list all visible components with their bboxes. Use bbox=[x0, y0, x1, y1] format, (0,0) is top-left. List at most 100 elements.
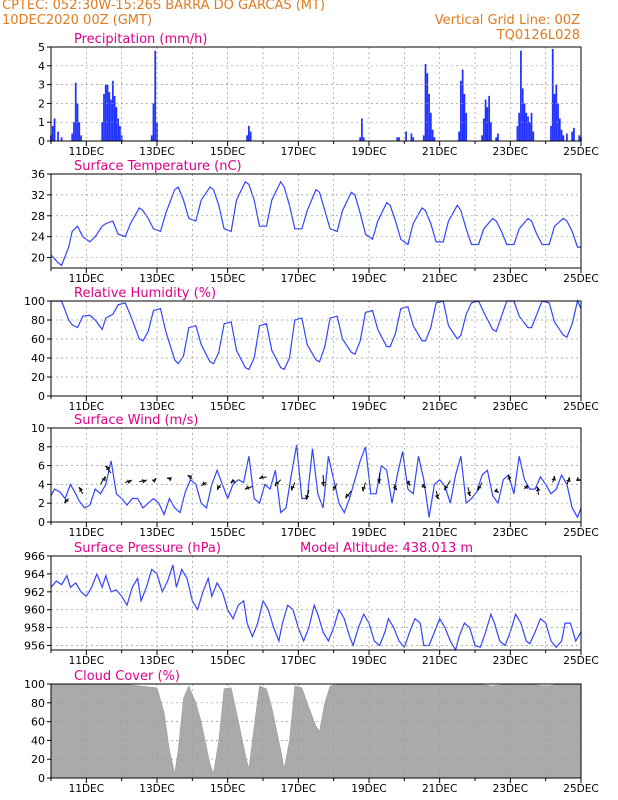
wind-vector-head bbox=[377, 479, 382, 484]
x-tick-label: 19DEC bbox=[351, 273, 386, 285]
precip-bar bbox=[150, 135, 153, 141]
y-tick-label: 966 bbox=[24, 550, 45, 563]
precip-bar bbox=[101, 122, 104, 141]
wind-vector bbox=[100, 476, 106, 485]
x-tick-label: 15DEC bbox=[210, 273, 245, 285]
y-tick-label: 20 bbox=[31, 371, 45, 384]
x-tick-label: 25DEC bbox=[563, 783, 598, 795]
x-tick-label: 13DEC bbox=[139, 401, 174, 413]
precip-bar bbox=[110, 99, 112, 141]
wind-vector bbox=[105, 465, 112, 474]
precip-bar bbox=[523, 103, 526, 141]
y-tick-label: 4 bbox=[38, 60, 45, 73]
panel-precip: 0 1 2 3 4 5 11DEC 13DEC 15DEC 17DEC 19DEC 21DEC 23DE… bbox=[38, 32, 599, 158]
x-tick-label: 17DEC bbox=[281, 655, 316, 667]
x-tick-label: 17DEC bbox=[281, 146, 316, 158]
y-tick-label: 958 bbox=[24, 622, 45, 635]
y-tick-label: 80 bbox=[31, 314, 45, 327]
wind-vector-head bbox=[535, 486, 541, 492]
wind-series-line bbox=[50, 444, 582, 519]
wind-vector-head bbox=[305, 495, 310, 500]
wind-vector-head bbox=[142, 478, 147, 484]
x-tick-label: 23DEC bbox=[493, 273, 528, 285]
plot-border-cloud bbox=[50, 683, 582, 779]
x-tick-label: 21DEC bbox=[422, 783, 457, 795]
precip-bar bbox=[518, 112, 521, 141]
y-tick-label: 10 bbox=[31, 422, 45, 435]
plot-frame-precip bbox=[50, 46, 582, 142]
precip-bar bbox=[104, 84, 107, 141]
header-line-2: 10DEC2020 00Z (GMT) bbox=[2, 13, 153, 28]
x-tick-label: 17DEC bbox=[281, 401, 316, 413]
wind-vector-head bbox=[78, 486, 84, 492]
wind-vector-head bbox=[290, 485, 295, 491]
precip-bar bbox=[458, 131, 460, 141]
precip-bar bbox=[465, 112, 468, 141]
precip-bar bbox=[463, 94, 466, 141]
x-tick-label: 11DEC bbox=[69, 783, 104, 795]
x-tick-label: 25DEC bbox=[563, 401, 598, 413]
precip-bar bbox=[527, 116, 529, 141]
precip-bar bbox=[428, 94, 430, 141]
precip-bar bbox=[412, 137, 415, 141]
precip-bar bbox=[482, 118, 485, 141]
x-tick-label: 23DEC bbox=[493, 783, 528, 795]
wind-vector-head bbox=[466, 491, 472, 497]
precip-bar bbox=[530, 112, 533, 141]
precip-bar bbox=[398, 137, 400, 141]
wind-vector-head bbox=[274, 481, 280, 487]
precip-bar bbox=[558, 118, 561, 141]
precip-bar bbox=[119, 125, 121, 141]
wind-vector-head bbox=[444, 485, 449, 491]
x-tick-label: 15DEC bbox=[210, 401, 245, 413]
x-tick-label: 25DEC bbox=[563, 655, 598, 667]
y-tick-label: 60 bbox=[31, 716, 45, 729]
x-tick-label: 23DEC bbox=[493, 146, 528, 158]
precip-bar bbox=[115, 107, 118, 141]
wind-vector-head bbox=[477, 485, 482, 491]
precip-bar bbox=[246, 135, 248, 141]
x-tick-label: 25DEC bbox=[563, 146, 598, 158]
y-tick-label: 60 bbox=[31, 333, 45, 346]
precip-bar bbox=[117, 118, 120, 141]
precip-bar bbox=[433, 137, 436, 141]
wind-vector-head bbox=[127, 479, 132, 484]
precip-bar bbox=[108, 92, 111, 141]
x-tick-label: 13DEC bbox=[139, 146, 174, 158]
x-tick-label: 17DEC bbox=[281, 273, 316, 285]
x-tick-label: 21DEC bbox=[422, 527, 457, 539]
y-tick-label: 962 bbox=[24, 586, 45, 599]
x-tick-label: 11DEC bbox=[69, 401, 104, 413]
header-model-id: TQ0126L028 bbox=[496, 28, 580, 43]
wind-vector bbox=[435, 490, 440, 500]
wind-vector-head bbox=[507, 474, 512, 480]
precip-bar bbox=[459, 80, 462, 141]
x-tick-label: 23DEC bbox=[493, 655, 528, 667]
panel-title-precip: Precipitation (mm/h) bbox=[74, 32, 207, 47]
panel-wind: 0 2 4 6 8 10 11DEC 13DEC 15DEC 17DEC 19DEC 21DEC 23D… bbox=[31, 413, 599, 539]
wind-vector-head bbox=[493, 488, 499, 493]
y-tick-label: 24 bbox=[31, 231, 45, 244]
wind-vector-head bbox=[421, 483, 427, 489]
precip-bar bbox=[520, 50, 522, 142]
precip-bar bbox=[565, 133, 568, 141]
y-tick-label: 28 bbox=[31, 210, 45, 223]
wind-vector bbox=[291, 482, 296, 491]
precip-bar bbox=[532, 131, 535, 141]
x-tick-label: 17DEC bbox=[281, 783, 316, 795]
wind-vector-head bbox=[345, 493, 350, 499]
x-tick-label: 19DEC bbox=[351, 655, 386, 667]
plot-border-temp bbox=[50, 173, 582, 269]
panel-rh: 0 20 40 60 80 100 11DEC 13DEC 15DEC 17DEC 19DEC 21D… bbox=[24, 286, 599, 413]
x-tick-label: 25DEC bbox=[563, 527, 598, 539]
panel-title-cloud: Cloud Cover (%) bbox=[74, 669, 180, 684]
wind-vector bbox=[467, 487, 471, 497]
x-tick-label: 23DEC bbox=[493, 527, 528, 539]
y-tick-label: 36 bbox=[31, 168, 45, 181]
y-tick-label: 0 bbox=[38, 772, 45, 785]
x-tick-label: 19DEC bbox=[351, 401, 386, 413]
wind-vector bbox=[274, 479, 282, 487]
wind-vector-head bbox=[321, 481, 326, 487]
precip-bar bbox=[426, 73, 429, 141]
